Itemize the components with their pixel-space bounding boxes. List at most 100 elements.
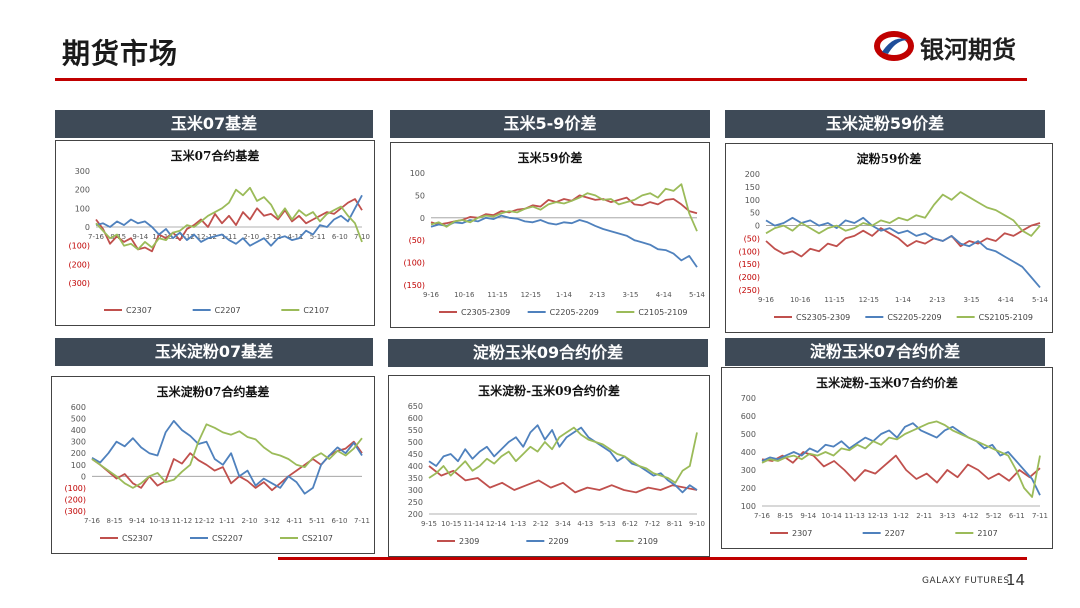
x-tick-label: 4-14 bbox=[656, 291, 672, 299]
y-tick-label: 600 bbox=[408, 414, 423, 423]
y-tick-label: 0 bbox=[420, 214, 425, 223]
x-tick-label: 10-16 bbox=[454, 291, 475, 299]
y-tick-label: 500 bbox=[741, 430, 756, 439]
x-tick-label: 7-12 bbox=[644, 520, 660, 528]
y-tick-label: 50 bbox=[415, 191, 425, 200]
series-line-2107 bbox=[761, 420, 1041, 498]
y-tick-label: 300 bbox=[741, 466, 756, 475]
series-line-2307 bbox=[761, 451, 1041, 484]
series-line-c2205-2209 bbox=[430, 214, 698, 268]
y-tick-label: (100) bbox=[403, 259, 425, 268]
legend-label: C2205-2209 bbox=[550, 308, 599, 317]
x-tick-label: 6-11 bbox=[1009, 512, 1025, 520]
chart-starch-corn-09-spread: 玉米淀粉-玉米09合约价差 650 600 550 500 450 400 350 300 250… bbox=[388, 375, 710, 557]
x-tick-label: 9-14 bbox=[132, 233, 148, 241]
y-tick-label: 650 bbox=[408, 402, 423, 411]
y-tick-label: (200) bbox=[68, 260, 90, 269]
x-tick-label: 9-16 bbox=[423, 291, 439, 299]
series-line-cs2305-2309 bbox=[765, 222, 1041, 258]
series-line-c2305-2309 bbox=[430, 194, 698, 226]
y-tick-label: 100 bbox=[75, 204, 90, 213]
page-title: 期货市场 bbox=[62, 37, 179, 70]
x-tick-label: 11-15 bbox=[824, 296, 844, 304]
legend-label: CS2107 bbox=[302, 534, 333, 543]
y-tick-label: 200 bbox=[75, 186, 90, 195]
y-tick-label: 500 bbox=[408, 438, 423, 447]
x-tick-label: 9-14 bbox=[129, 517, 145, 525]
y-tick-label: 300 bbox=[71, 438, 86, 447]
x-tick-label: 5-11 bbox=[309, 517, 325, 525]
series-line-2209 bbox=[428, 424, 698, 494]
legend-label: C2305-2309 bbox=[461, 308, 510, 317]
x-tick-label: 3-12 bbox=[264, 517, 280, 525]
legend-label: C2307 bbox=[126, 306, 152, 315]
y-tick-label: (100) bbox=[68, 242, 90, 251]
y-tick-label: 300 bbox=[75, 167, 90, 176]
x-tick-label: 4-11 bbox=[287, 517, 303, 525]
y-tick-label: 0 bbox=[755, 222, 760, 231]
y-tick-label: 400 bbox=[408, 462, 423, 471]
x-tick-label: 1-11 bbox=[219, 517, 235, 525]
x-tick-label: 2-11 bbox=[916, 512, 932, 520]
x-tick-label: 2-10 bbox=[243, 233, 259, 241]
x-tick-label: 1-14 bbox=[556, 291, 572, 299]
x-tick-label: 6-10 bbox=[332, 517, 348, 525]
x-tick-label: 12-15 bbox=[521, 291, 541, 299]
chart-title: 玉米59价差 bbox=[518, 150, 583, 165]
panel-header-starch-5-9-spread: 玉米淀粉59价差 bbox=[725, 110, 1045, 138]
x-tick-label: 12-12 bbox=[197, 233, 217, 241]
x-tick-label: 12-15 bbox=[859, 296, 879, 304]
x-tick-label: 5-14 bbox=[689, 291, 705, 299]
chart-title: 玉米淀粉-玉米09合约价差 bbox=[478, 383, 620, 398]
y-tick-label: 150 bbox=[745, 183, 760, 192]
y-tick-label: (50) bbox=[744, 234, 760, 243]
top-divider bbox=[55, 78, 1027, 81]
y-tick-label: (200) bbox=[738, 273, 760, 282]
y-tick-label: 100 bbox=[745, 196, 760, 205]
y-tick-label: 600 bbox=[71, 403, 86, 412]
panel-header-corn-5-9-spread: 玉米5-9价差 bbox=[390, 110, 710, 138]
y-tick-label: (300) bbox=[68, 279, 90, 288]
y-tick-label: (200) bbox=[64, 495, 86, 504]
y-tick-label: 450 bbox=[408, 450, 423, 459]
series-line-c2105-2109 bbox=[430, 183, 698, 232]
series-line-cs2105-2109 bbox=[765, 191, 1041, 237]
x-tick-label: 12-12 bbox=[194, 517, 214, 525]
legend-label: CS2307 bbox=[122, 534, 153, 543]
x-tick-label: 11-14 bbox=[463, 520, 484, 528]
series-line-cs2107 bbox=[91, 423, 363, 489]
y-tick-label: 200 bbox=[71, 449, 86, 458]
x-tick-label: 10-13 bbox=[149, 517, 169, 525]
page-number: 14 bbox=[1006, 571, 1026, 589]
y-tick-label: 550 bbox=[408, 426, 423, 435]
x-tick-label: 5-14 bbox=[1032, 296, 1048, 304]
x-tick-label: 2-12 bbox=[533, 520, 549, 528]
x-tick-label: 3-13 bbox=[939, 512, 955, 520]
y-tick-label: 100 bbox=[741, 502, 756, 511]
galaxy-futures-logo-icon bbox=[874, 31, 914, 61]
series-line-c2107 bbox=[95, 186, 363, 251]
x-tick-label: 12-14 bbox=[486, 520, 507, 528]
x-tick-label: 7-16 bbox=[88, 233, 104, 241]
legend-label: C2207 bbox=[215, 306, 241, 315]
y-tick-label: 200 bbox=[745, 170, 760, 179]
panel-header-starch-07-basis: 玉米淀粉07基差 bbox=[55, 338, 373, 366]
x-tick-label: 10-15 bbox=[441, 520, 461, 528]
x-tick-label: 1-11 bbox=[221, 233, 237, 241]
chart-svg: 淀粉59价差 200 150 100 50 0 (50) (100) (150) (200) (25… bbox=[738, 151, 1048, 322]
x-tick-label: 7-11 bbox=[354, 517, 370, 525]
bottom-divider bbox=[278, 557, 1027, 560]
x-tick-label: 3-15 bbox=[964, 296, 980, 304]
series-line-2109 bbox=[428, 426, 698, 484]
y-tick-label: 700 bbox=[741, 394, 756, 403]
series-line-c2207 bbox=[95, 194, 363, 247]
y-tick-label: (250) bbox=[738, 286, 760, 295]
x-tick-label: 7-16 bbox=[84, 517, 100, 525]
x-tick-label: 9-10 bbox=[689, 520, 705, 528]
logo: 银河期货 bbox=[872, 26, 1032, 66]
x-tick-label: 7-11 bbox=[1032, 512, 1048, 520]
series-line-cs2205-2209 bbox=[765, 216, 1041, 288]
y-tick-label: 300 bbox=[408, 486, 423, 495]
legend-label: 2307 bbox=[792, 529, 812, 538]
